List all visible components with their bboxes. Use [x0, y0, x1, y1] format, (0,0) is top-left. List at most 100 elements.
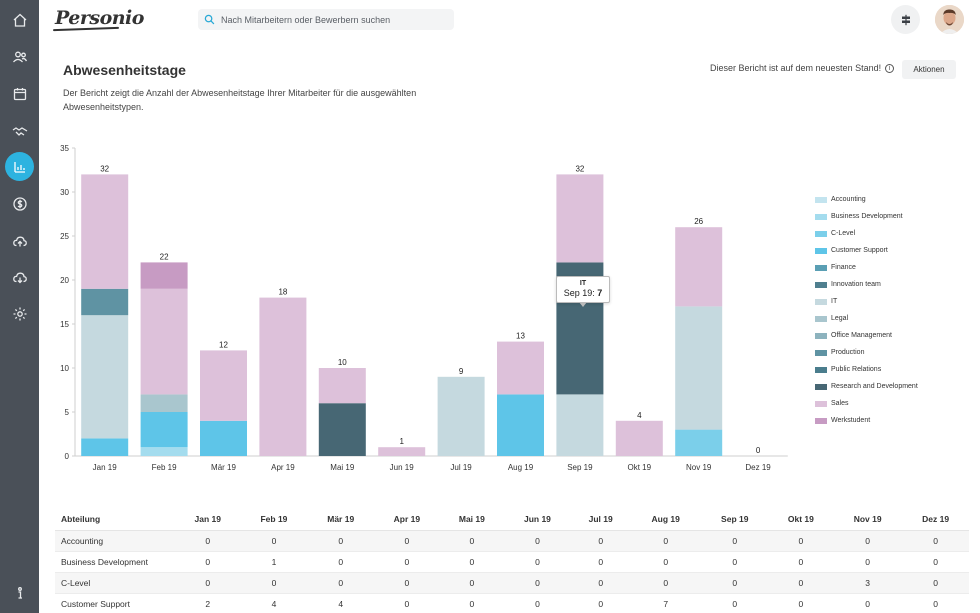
- value-cell: 0: [833, 551, 903, 573]
- people-icon[interactable]: [5, 42, 34, 71]
- bar-segment[interactable]: [200, 420, 247, 456]
- value-cell: 0: [504, 530, 571, 552]
- bar-segment[interactable]: [81, 174, 129, 289]
- bar-segment[interactable]: [556, 394, 604, 456]
- cloud-download-icon[interactable]: [5, 262, 34, 291]
- info-circle-icon[interactable]: i: [885, 63, 895, 73]
- column-header-month[interactable]: Feb 19: [240, 509, 308, 531]
- legend-item[interactable]: Sales: [815, 395, 918, 412]
- legend-swatch: [815, 400, 827, 407]
- y-tick-label: 5: [65, 408, 70, 417]
- reports-icon[interactable]: [5, 152, 34, 181]
- legend-item[interactable]: Werkstudent: [815, 412, 918, 429]
- column-header-month[interactable]: Nov 19: [833, 509, 903, 531]
- legend-item[interactable]: Finance: [815, 259, 918, 276]
- bar-segment[interactable]: [615, 420, 663, 456]
- value-cell: 0: [630, 551, 701, 573]
- x-tick-label: Apr 19: [271, 463, 295, 472]
- bar-segment[interactable]: [81, 315, 129, 439]
- legend-item[interactable]: Public Relations: [815, 361, 918, 378]
- column-header-month[interactable]: Apr 19: [374, 509, 440, 531]
- value-cell: 0: [439, 530, 505, 552]
- value-cell: 0: [768, 551, 834, 573]
- info-icon[interactable]: [5, 578, 34, 607]
- bar-segment[interactable]: [140, 262, 188, 289]
- value-cell: 0: [175, 551, 241, 573]
- actions-button[interactable]: Aktionen: [902, 60, 956, 79]
- avatar[interactable]: [935, 5, 964, 34]
- legend-item[interactable]: Accounting: [815, 191, 918, 208]
- value-cell: 0: [700, 530, 769, 552]
- bar-segment[interactable]: [675, 306, 723, 430]
- bar-segment[interactable]: [140, 447, 188, 456]
- bar-segment[interactable]: [437, 376, 485, 456]
- bar-segment[interactable]: [556, 174, 604, 263]
- chart-tooltip: IT Sep 19: 7: [556, 276, 610, 303]
- value-cell: 0: [570, 530, 631, 552]
- bar-segment[interactable]: [200, 350, 247, 421]
- bar-segment[interactable]: [497, 341, 544, 395]
- column-header-month[interactable]: Mai 19: [439, 509, 505, 531]
- column-header-month[interactable]: Okt 19: [768, 509, 834, 531]
- legend-item[interactable]: Business Development: [815, 208, 918, 225]
- signpost-button[interactable]: [891, 5, 920, 34]
- value-cell: 0: [175, 572, 241, 594]
- value-cell: 0: [439, 551, 505, 573]
- bar-segment[interactable]: [81, 288, 129, 316]
- value-cell: 0: [504, 551, 571, 573]
- search-input[interactable]: [221, 14, 441, 25]
- table-row: Accounting 0 0 0 0 0 0 0 0 0 0 0 0: [55, 530, 969, 552]
- column-header-month[interactable]: Aug 19: [630, 509, 701, 531]
- bar-segment[interactable]: [318, 403, 366, 456]
- tooltip-label: Sep 19:: [563, 288, 595, 298]
- column-header-month[interactable]: Sep 19: [700, 509, 769, 531]
- legend-swatch: [815, 332, 827, 339]
- legend-item[interactable]: Legal: [815, 310, 918, 327]
- legend-label: IT: [831, 298, 838, 305]
- bar-segment[interactable]: [140, 288, 188, 395]
- legend-item[interactable]: Innovation team: [815, 276, 918, 293]
- value-cell: 7: [630, 593, 701, 613]
- bar-segment[interactable]: [140, 412, 188, 448]
- bar-segment[interactable]: [675, 429, 723, 456]
- legend-swatch: [815, 281, 827, 288]
- bar-segment[interactable]: [675, 227, 723, 307]
- page-title: Abwesenheitstage: [63, 62, 186, 78]
- column-header-month[interactable]: Dez 19: [902, 509, 969, 531]
- column-header-month[interactable]: Jun 19: [504, 509, 571, 531]
- search-box[interactable]: [198, 9, 454, 30]
- payroll-icon[interactable]: [5, 189, 34, 218]
- x-tick-label: Jul 19: [450, 463, 472, 472]
- bar-total-label: 10: [338, 358, 347, 367]
- legend-item[interactable]: Production: [815, 344, 918, 361]
- value-cell: 0: [700, 551, 769, 573]
- home-icon[interactable]: [5, 5, 34, 34]
- legend-item[interactable]: Customer Support: [815, 242, 918, 259]
- legend-item[interactable]: Research and Development: [815, 378, 918, 395]
- department-table: Abteilung Jan 19 Feb 19 Mär 19 Apr 19 Mai 19 J…: [55, 509, 969, 613]
- handshake-icon[interactable]: [5, 116, 34, 145]
- legend-swatch: [815, 196, 827, 203]
- logo[interactable]: Personio: [55, 7, 144, 29]
- value-cell: 0: [570, 572, 631, 594]
- column-header-department[interactable]: Abteilung: [55, 509, 175, 531]
- bar-segment[interactable]: [378, 447, 426, 456]
- calendar-icon[interactable]: [5, 79, 34, 108]
- column-header-month[interactable]: Jan 19: [175, 509, 241, 531]
- cloud-upload-icon[interactable]: [5, 226, 34, 255]
- department-cell: Accounting: [55, 530, 175, 552]
- legend-item[interactable]: IT: [815, 293, 918, 310]
- settings-icon[interactable]: [5, 299, 34, 328]
- column-header-month[interactable]: Mär 19: [307, 509, 375, 531]
- legend-item[interactable]: C-Level: [815, 225, 918, 242]
- bar-segment[interactable]: [259, 297, 307, 456]
- bar-segment[interactable]: [318, 368, 366, 404]
- bar-segment[interactable]: [497, 394, 544, 456]
- tooltip-value-line: Sep 19: 7: [557, 288, 609, 298]
- legend-item[interactable]: Office Management: [815, 327, 918, 344]
- column-header-month[interactable]: Jul 19: [570, 509, 631, 531]
- value-cell: 0: [570, 551, 631, 573]
- bar-segment[interactable]: [81, 438, 129, 456]
- bar-segment[interactable]: [140, 394, 188, 412]
- y-tick-label: 30: [60, 188, 69, 197]
